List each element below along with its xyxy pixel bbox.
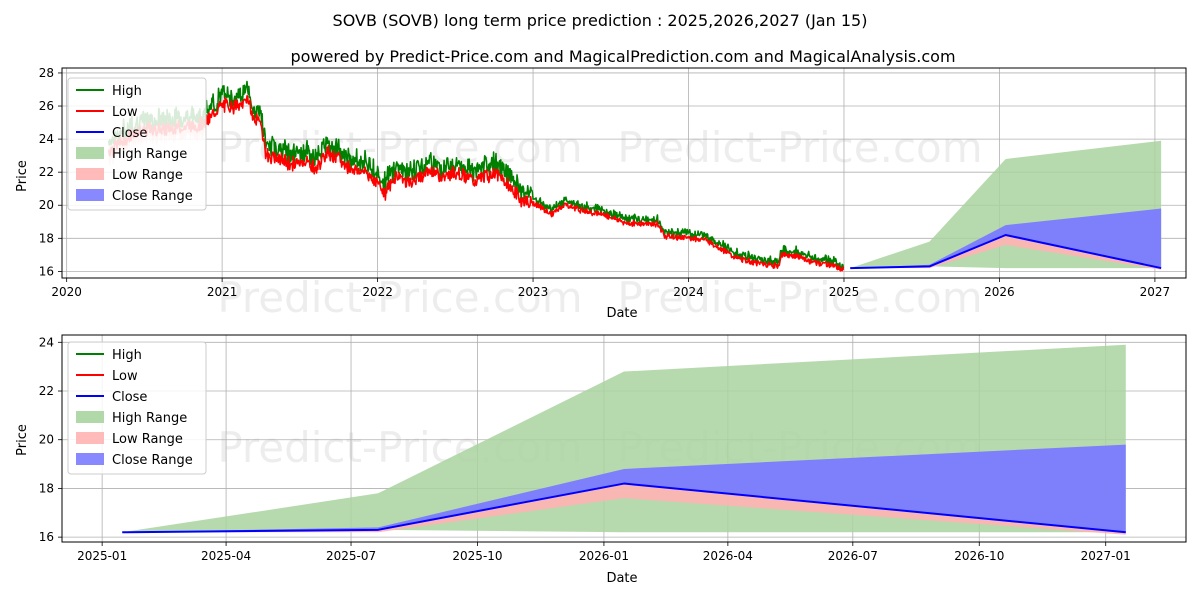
x-tick-label: 2022 — [362, 285, 393, 299]
x-tick-label: 2026-10 — [954, 549, 1004, 563]
x-tick-label: 2025-07 — [326, 549, 376, 563]
chart-subtitle: powered by Predict-Price.com and Magical… — [290, 47, 955, 66]
y-tick-label: 22 — [39, 165, 54, 179]
legend-swatch-patch — [76, 147, 104, 159]
x-tick-label: 2027 — [1140, 285, 1171, 299]
legend: High Low Close High Range Low Range Close Ran… — [67, 77, 207, 211]
x-tick-label: 2025 — [829, 285, 860, 299]
legend-label: Close — [112, 390, 147, 405]
x-tick-label: 2025-04 — [201, 549, 251, 563]
y-tick-label: 26 — [39, 99, 54, 113]
x-tick-label: 2021 — [207, 285, 238, 299]
x-axis-label: Date — [606, 571, 637, 586]
y-tick-label: 28 — [39, 66, 54, 80]
y-tick-label: 24 — [39, 132, 54, 146]
legend-label: High — [112, 348, 142, 363]
y-tick-label: 16 — [39, 264, 54, 278]
y-tick-label: 20 — [39, 198, 54, 212]
legend-swatch-patch — [76, 432, 104, 444]
y-tick-label: 18 — [39, 481, 54, 495]
close-range-area — [850, 208, 1162, 269]
legend-swatch-patch — [76, 189, 104, 201]
legend-swatch-patch — [76, 168, 104, 180]
y-axis-label: Price — [15, 424, 30, 456]
x-tick-label: 2025-10 — [452, 549, 502, 563]
watermark-text: Predict-Price.com — [617, 273, 982, 322]
x-tick-label: 2024 — [673, 285, 704, 299]
x-tick-label: 2026-04 — [703, 549, 753, 563]
x-tick-label: 2027-01 — [1081, 549, 1131, 563]
legend-label: Low Range — [112, 432, 183, 447]
low-line — [107, 95, 845, 272]
legend-swatch-patch — [76, 411, 104, 423]
y-tick-label: 18 — [39, 231, 54, 245]
legend-swatch-patch — [76, 453, 104, 465]
close-line — [850, 234, 1162, 270]
low-range-area — [850, 235, 1162, 270]
chart-title: SOVB (SOVB) long term price prediction :… — [333, 11, 868, 30]
y-tick-label: 16 — [39, 530, 54, 544]
legend: High Low Close High Range Low Range Close Ran… — [67, 341, 207, 475]
close-line — [122, 482, 1126, 534]
y-axis-label: Price — [15, 160, 30, 192]
x-tick-label: 2020 — [51, 285, 82, 299]
y-tick-label: 20 — [39, 433, 54, 447]
history-panel: Predict-Price.com Predict-Price.com Pred… — [15, 66, 1187, 322]
legend-label: High — [112, 84, 142, 99]
legend-label: Low — [112, 369, 138, 384]
x-tick-label: 2023 — [518, 285, 549, 299]
y-tick-label: 24 — [39, 335, 54, 349]
legend-label: High Range — [112, 411, 187, 426]
x-tick-label: 2026 — [984, 285, 1015, 299]
close-range-area — [122, 444, 1126, 533]
legend-label: Close — [112, 126, 147, 141]
watermark-text: Predict-Price.com — [217, 273, 582, 322]
legend-label: Low Range — [112, 168, 183, 183]
x-tick-label: 2026-07 — [828, 549, 878, 563]
low-range-area — [122, 483, 1126, 535]
plot-frame — [61, 334, 1187, 543]
watermark-text: Predict-Price.com — [617, 123, 982, 172]
high-line — [107, 80, 845, 270]
y-tick-label: 22 — [39, 384, 54, 398]
plot-frame — [61, 67, 1187, 279]
legend-label: Low — [112, 105, 138, 120]
x-axis-label: Date — [606, 306, 637, 321]
x-tick-label: 2026-01 — [579, 549, 629, 563]
legend-label: Close Range — [112, 189, 193, 204]
x-tick-label: 2025-01 — [77, 549, 127, 563]
forecast-panel: Predict-Price.com Predict-Price.com 2025… — [15, 334, 1187, 586]
legend-label: Close Range — [112, 453, 193, 468]
legend-label: High Range — [112, 147, 187, 162]
